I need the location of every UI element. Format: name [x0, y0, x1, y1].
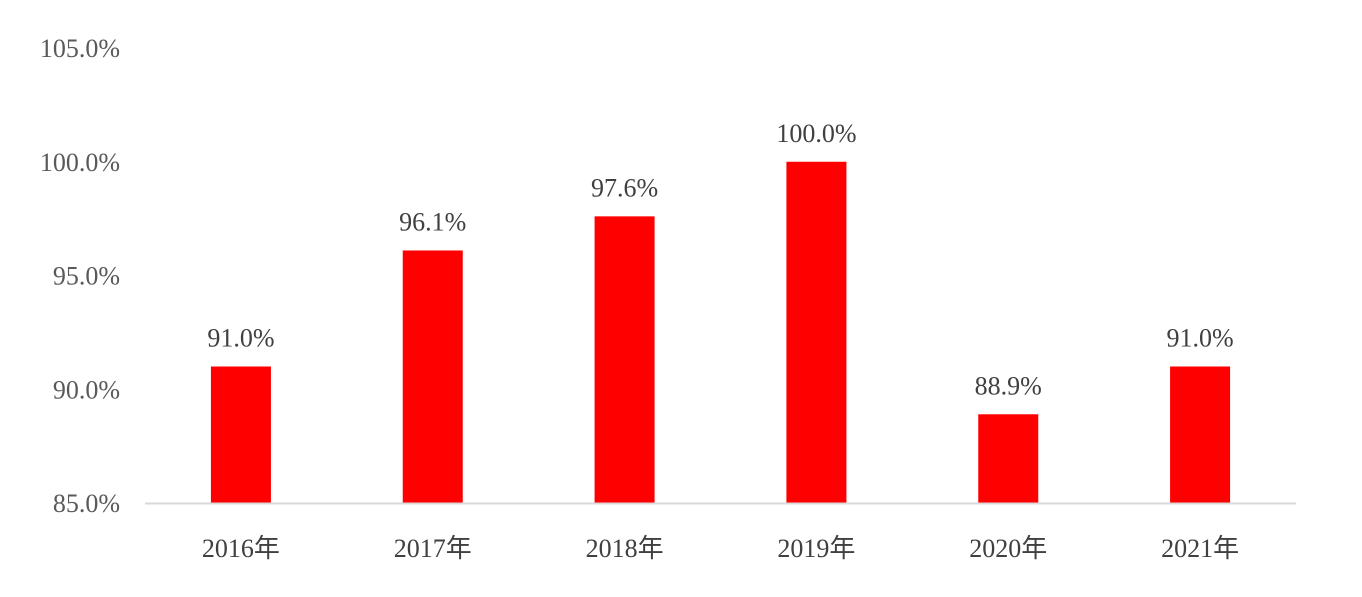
bar [1170, 366, 1231, 503]
y-tick-label: 90.0% [53, 375, 120, 404]
data-label: 97.6% [591, 173, 658, 202]
y-tick-label: 85.0% [53, 489, 120, 518]
y-axis: 85.0% 90.0% 95.0% 100.0% 105.0% [40, 34, 120, 518]
bar [402, 250, 463, 503]
bar [210, 366, 271, 503]
data-label: 100.0% [776, 119, 856, 148]
data-label: 96.1% [399, 207, 466, 236]
y-tick-label: 105.0% [40, 34, 120, 63]
data-labels-group: 91.0% 96.1% 97.6% 100.0% 88.9% 91.0% [207, 119, 1233, 401]
y-tick-label: 100.0% [40, 148, 120, 177]
x-tick-label: 2020年 [969, 534, 1047, 563]
bar [978, 414, 1039, 503]
x-axis: 2016年 2017年 2018年 2019年 2020年 2021年 [145, 502, 1296, 563]
x-tick-label: 2021年 [1161, 534, 1239, 563]
data-label: 88.9% [975, 371, 1042, 400]
bar [594, 216, 655, 503]
bars-group [210, 161, 1231, 503]
x-tick-label: 2018年 [586, 534, 664, 563]
x-tick-label: 2019年 [777, 534, 855, 563]
bar [786, 161, 847, 503]
y-tick-label: 95.0% [53, 262, 120, 291]
x-tick-label: 2016年 [202, 534, 280, 563]
x-tick-label: 2017年 [394, 534, 472, 563]
data-label: 91.0% [1166, 324, 1233, 353]
data-label: 91.0% [207, 324, 274, 353]
